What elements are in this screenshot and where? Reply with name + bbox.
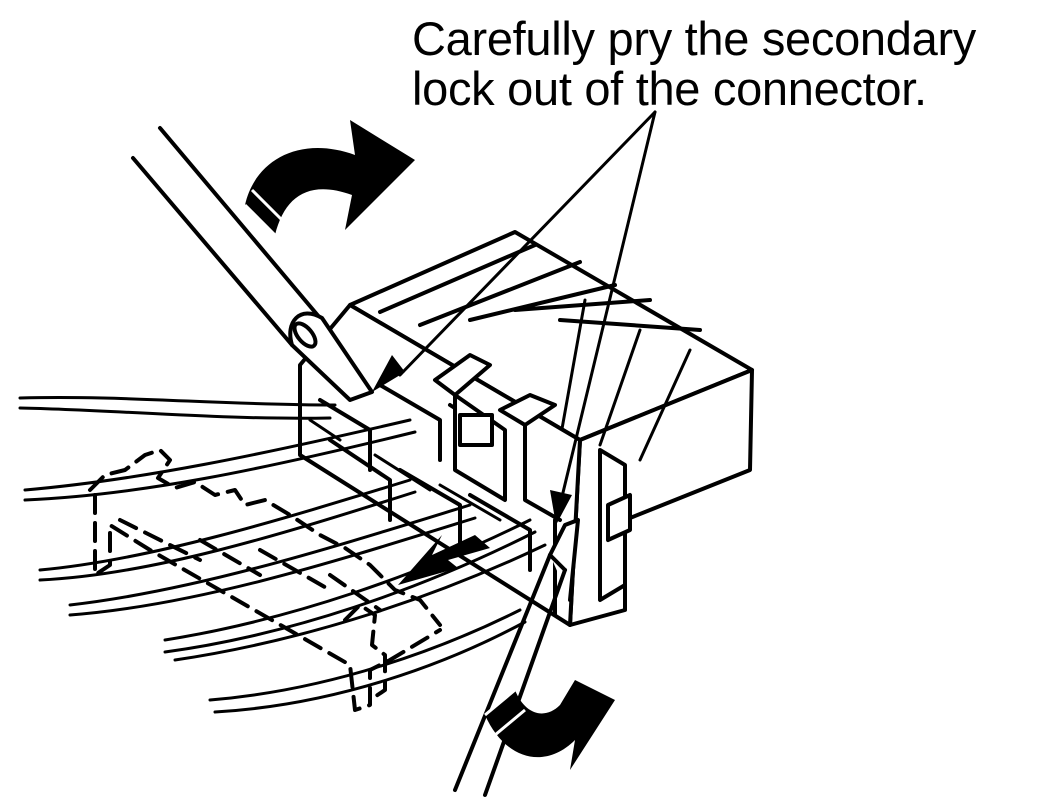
pointer-arrow-icon (550, 490, 572, 525)
secondary-lock-outline (88, 448, 442, 712)
instruction-caption: Carefully pry the secondary lock out of … (412, 14, 1052, 114)
caption-line-1: Carefully pry the secondary (412, 12, 977, 65)
rotate-arrow-icon (484, 680, 615, 770)
wire-harness (18, 395, 547, 714)
pointer-arrow-icon (372, 355, 405, 392)
screwdriver-lower (453, 518, 580, 797)
connector-housing (298, 230, 754, 627)
rotate-arrow-icon (243, 120, 415, 237)
screwdriver-upper (131, 126, 374, 402)
leader-lines (398, 110, 657, 507)
caption-line-2: lock out of the connector. (412, 62, 927, 115)
pull-arrow-icon (398, 535, 490, 585)
